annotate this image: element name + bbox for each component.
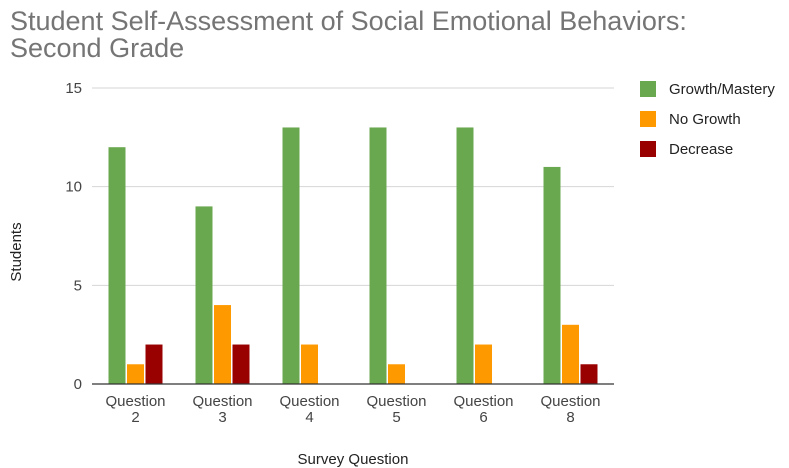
bar-no-growth <box>301 344 318 384</box>
bar-decrease <box>232 344 250 384</box>
x-tick-label: 6 <box>479 409 487 426</box>
bar-decrease <box>145 344 163 384</box>
x-tick-label: 8 <box>566 409 574 426</box>
bar-no-growth <box>562 324 579 384</box>
bar-no-growth <box>214 305 231 384</box>
x-tick-label: Question <box>105 393 165 410</box>
chart-title-line-2: Second Grade <box>10 33 184 63</box>
x-tick-label: Question <box>279 393 339 410</box>
legend-label: Growth/Mastery <box>669 81 775 98</box>
x-tick-label: Question <box>192 393 252 410</box>
bar-growth-mastery <box>456 127 474 384</box>
y-axis-label: Students <box>8 222 25 281</box>
y-tick-label: 5 <box>74 277 82 294</box>
legend-swatch <box>640 111 656 127</box>
bar-growth-mastery <box>282 127 300 384</box>
legend-label: No Growth <box>669 111 741 128</box>
bar-growth-mastery <box>543 166 561 384</box>
bar-no-growth <box>475 344 492 384</box>
x-tick-label: 2 <box>131 409 139 426</box>
legend-swatch <box>640 141 656 157</box>
x-tick-label: 3 <box>218 409 226 426</box>
x-axis-label: Survey Question <box>298 451 409 468</box>
bars <box>108 127 598 384</box>
x-tick-label: 5 <box>392 409 400 426</box>
x-tick-label: Question <box>366 393 426 410</box>
x-tick-label: Question <box>540 393 600 410</box>
bar-no-growth <box>127 364 144 384</box>
x-tick-labels: Question2Question3Question4Question5Ques… <box>105 393 600 426</box>
y-tick-label: 0 <box>74 376 82 393</box>
bar-growth-mastery <box>195 206 213 384</box>
y-tick-label: 15 <box>65 80 82 97</box>
y-tick-label: 10 <box>65 179 82 196</box>
bar-no-growth <box>388 364 405 384</box>
bar-decrease <box>580 364 598 384</box>
grid-lines <box>92 87 614 286</box>
x-tick-label: Question <box>453 393 513 410</box>
y-tick-labels: 0 5 10 15 <box>65 80 82 393</box>
bar-growth-mastery <box>369 127 387 384</box>
bar-growth-mastery <box>108 147 126 384</box>
x-tick-label: 4 <box>305 409 313 426</box>
chart-title-line-1: Student Self-Assessment of Social Emotio… <box>10 6 687 36</box>
legend-swatch <box>640 81 656 97</box>
legend: Growth/Mastery No Growth Decrease <box>640 81 775 158</box>
legend-label: Decrease <box>669 141 733 158</box>
